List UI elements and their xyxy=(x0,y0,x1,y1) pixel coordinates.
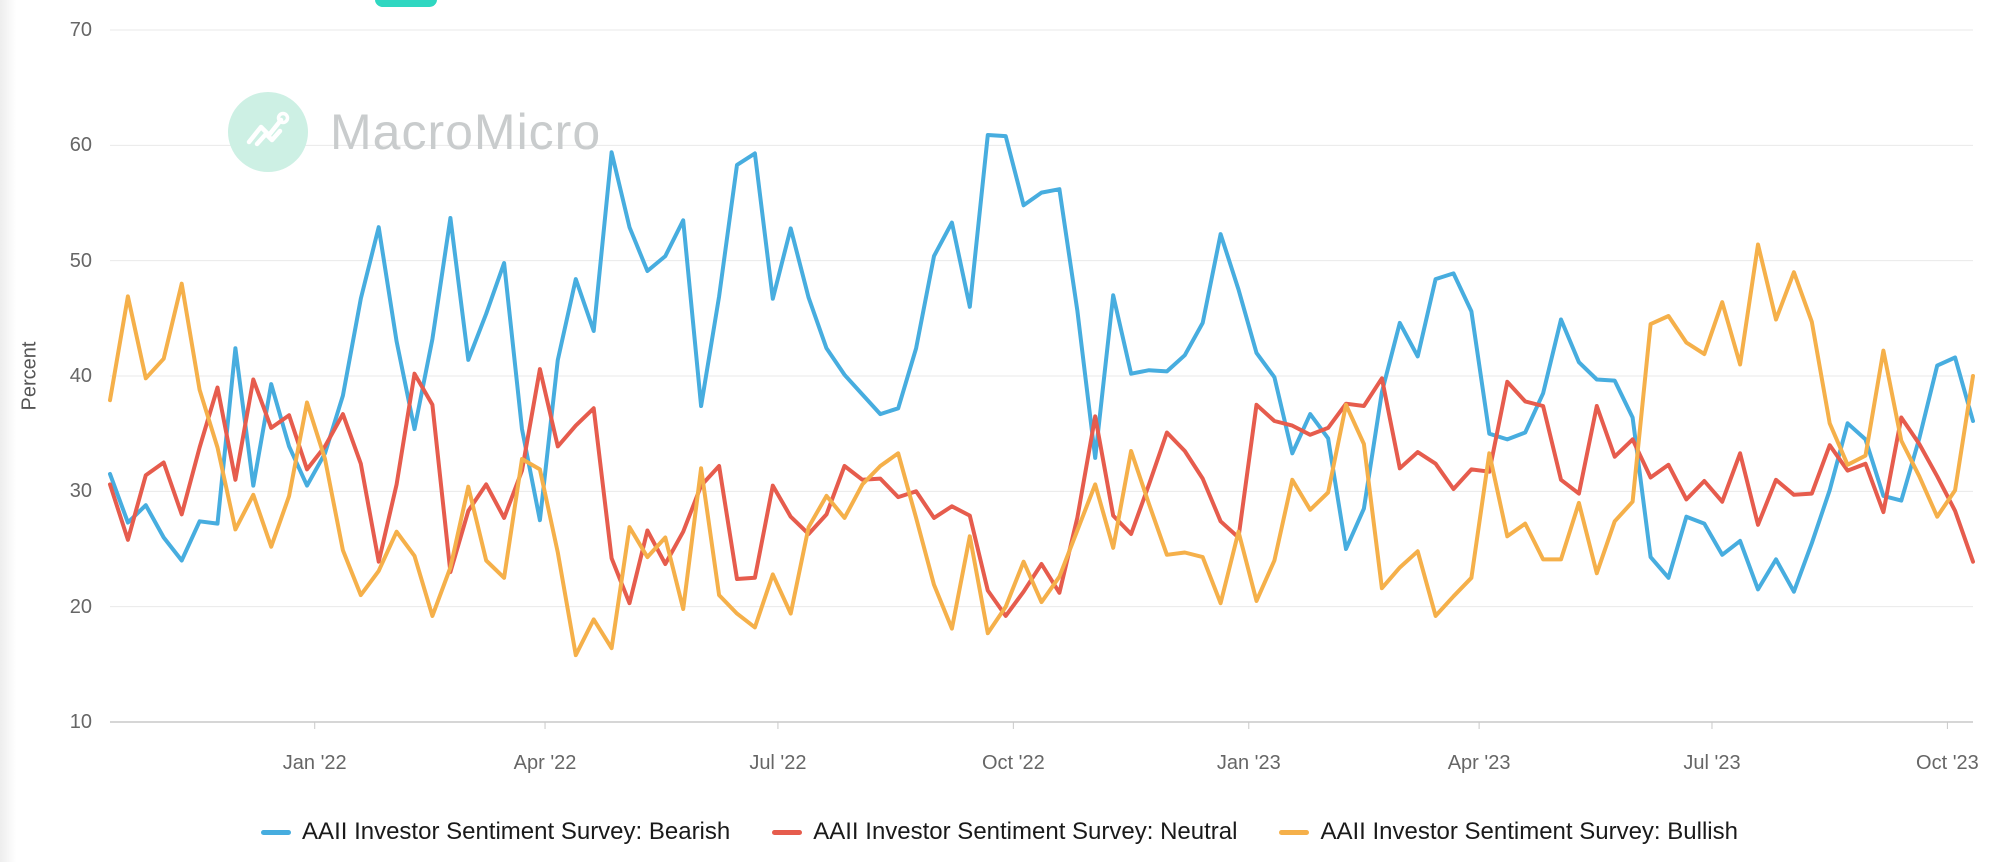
x-tick-label: Jul '22 xyxy=(749,752,807,774)
y-tick-label: 70 xyxy=(69,19,92,41)
y-tick-label: 60 xyxy=(69,134,92,157)
x-tick-label: Apr '22 xyxy=(513,752,577,774)
legend-label: AAII Investor Sentiment Survey: Bullish xyxy=(1320,818,1738,845)
x-tick-label: Oct '22 xyxy=(981,752,1045,774)
legend-label: AAII Investor Sentiment Survey: Bearish xyxy=(302,818,731,845)
x-tick-label: Jan '23 xyxy=(1216,752,1281,774)
series-line-bullish[interactable] xyxy=(108,242,1975,658)
y-tick-label: 10 xyxy=(69,711,92,733)
y-tick-label: 50 xyxy=(69,249,92,272)
x-tick-label: Jul '23 xyxy=(1683,752,1741,774)
chart-legend: AAII Investor Sentiment Survey: Bearish … xyxy=(0,818,1999,846)
x-tick-label: Jan '22 xyxy=(282,752,347,774)
y-tick-label: 20 xyxy=(69,595,92,618)
y-tick-label: 40 xyxy=(69,365,92,387)
series-line-neutral[interactable] xyxy=(108,367,1975,618)
legend-item-neutral[interactable]: AAII Investor Sentiment Survey: Neutral xyxy=(772,818,1237,846)
x-tick-label: Apr '23 xyxy=(1447,752,1511,774)
bullish-color-dash xyxy=(1279,829,1310,835)
series-line-bearish[interactable] xyxy=(108,133,1975,594)
legend-item-bullish[interactable]: AAII Investor Sentiment Survey: Bullish xyxy=(1279,818,1738,846)
legend-item-bearish[interactable]: AAII Investor Sentiment Survey: Bearish xyxy=(261,818,730,846)
x-tick-label: Oct '23 xyxy=(1916,752,1979,774)
teal-pill-fragment[interactable] xyxy=(375,0,437,7)
legend-label: AAII Investor Sentiment Survey: Neutral xyxy=(813,818,1238,845)
neutral-color-dash xyxy=(772,829,803,835)
bearish-color-dash xyxy=(261,829,292,835)
y-tick-label: 30 xyxy=(69,480,92,503)
